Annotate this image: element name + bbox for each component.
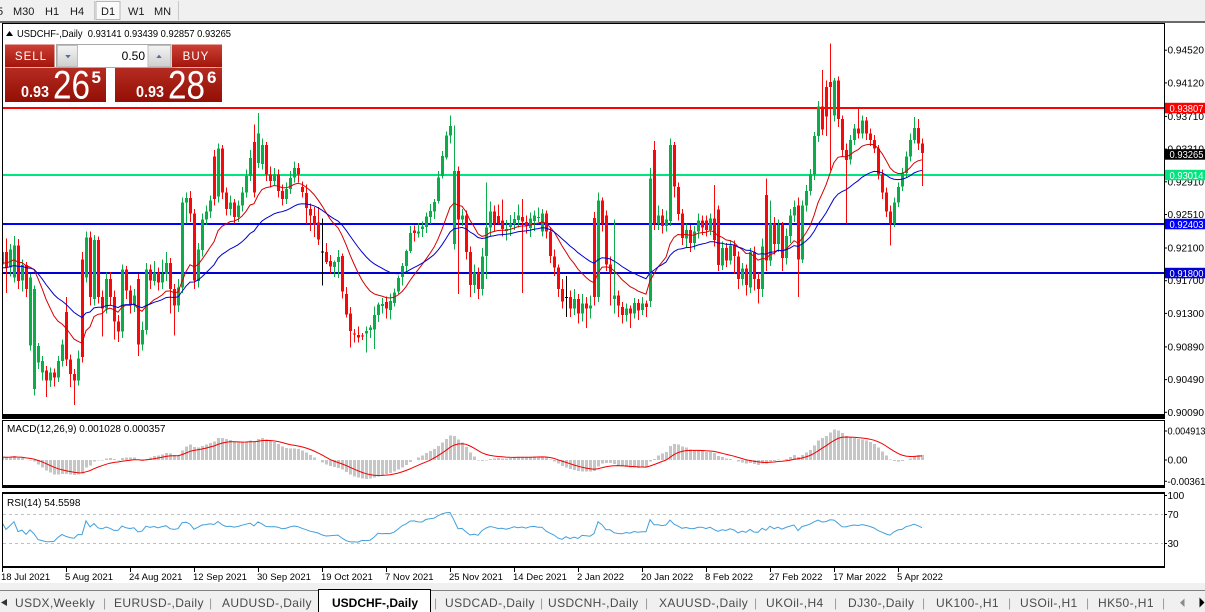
- svg-text:H1: H1: [45, 6, 59, 18]
- svg-text:W1: W1: [128, 6, 145, 18]
- svg-text:|: |: [834, 596, 837, 610]
- svg-text:|: |: [209, 596, 212, 610]
- svg-text:20 Jan 2022: 20 Jan 2022: [641, 572, 693, 583]
- svg-text:0.93710: 0.93710: [1168, 112, 1205, 123]
- svg-text:5 Aug 2021: 5 Aug 2021: [65, 572, 113, 583]
- svg-text:0.004913: 0.004913: [1168, 427, 1205, 438]
- svg-text:0.92403: 0.92403: [1170, 220, 1204, 231]
- svg-text:0.92510: 0.92510: [1168, 210, 1205, 221]
- svg-text:70: 70: [1168, 510, 1180, 521]
- svg-text:USDCHF-,Daily: USDCHF-,Daily: [332, 596, 418, 610]
- svg-text:|: |: [1086, 596, 1089, 610]
- svg-text:0.94520: 0.94520: [1168, 46, 1205, 57]
- svg-text:5 Apr 2022: 5 Apr 2022: [897, 572, 943, 583]
- svg-text:|: |: [922, 596, 925, 610]
- svg-text:|: |: [434, 596, 437, 610]
- svg-text:24 Aug 2021: 24 Aug 2021: [129, 572, 182, 583]
- svg-text:0.90090: 0.90090: [1168, 408, 1205, 419]
- svg-text:RSI(14) 54.5598: RSI(14) 54.5598: [7, 498, 81, 509]
- svg-text:6: 6: [207, 68, 216, 87]
- svg-text:H4: H4: [70, 6, 84, 18]
- svg-text:USOil-,H1: USOil-,H1: [1020, 596, 1078, 610]
- svg-text:0.50: 0.50: [122, 49, 146, 63]
- svg-text:25 Nov 2021: 25 Nov 2021: [449, 572, 503, 583]
- svg-text:|: |: [754, 596, 757, 610]
- svg-text:17 Mar 2022: 17 Mar 2022: [833, 572, 886, 583]
- svg-text:0.92100: 0.92100: [1168, 244, 1205, 255]
- svg-text:14 Dec 2021: 14 Dec 2021: [513, 572, 567, 583]
- svg-text:0.93: 0.93: [21, 84, 49, 101]
- svg-text:0.93807: 0.93807: [1170, 104, 1204, 115]
- svg-text:0.93265: 0.93265: [1170, 150, 1204, 161]
- svg-text:0.92910: 0.92910: [1168, 177, 1205, 188]
- svg-text:M30: M30: [13, 6, 34, 18]
- svg-text:|: |: [1008, 596, 1011, 610]
- svg-text:USDCHF-,Daily 0.93141 0.93439: USDCHF-,Daily 0.93141 0.93439 0.92857 0.…: [17, 28, 231, 40]
- svg-text:26: 26: [53, 64, 90, 108]
- svg-text:|: |: [645, 596, 648, 610]
- svg-text:MN: MN: [154, 6, 171, 18]
- svg-text:BUY: BUY: [183, 51, 210, 63]
- svg-text:12 Sep 2021: 12 Sep 2021: [193, 572, 247, 583]
- svg-text:8 Feb 2022: 8 Feb 2022: [705, 572, 753, 583]
- svg-text:5: 5: [92, 68, 101, 87]
- svg-text:30: 30: [1168, 539, 1180, 550]
- svg-text:0.94120: 0.94120: [1168, 78, 1205, 89]
- svg-text:|: |: [540, 596, 543, 610]
- svg-text:UK100-,H1: UK100-,H1: [936, 596, 999, 610]
- svg-text:0.00: 0.00: [1168, 456, 1188, 467]
- svg-text:USDCNH-,Daily: USDCNH-,Daily: [548, 596, 639, 610]
- svg-text:D1: D1: [101, 6, 115, 18]
- svg-text:30 Sep 2021: 30 Sep 2021: [257, 572, 311, 583]
- svg-text:MACD(12,26,9) 0.001028 0.00035: MACD(12,26,9) 0.001028 0.000357: [7, 424, 166, 435]
- svg-text:2 Jan 2022: 2 Jan 2022: [577, 572, 624, 583]
- svg-text:AUDUSD-,Daily: AUDUSD-,Daily: [222, 596, 312, 610]
- svg-text:5: 5: [0, 6, 3, 18]
- svg-text:0.90490: 0.90490: [1168, 375, 1205, 386]
- svg-text:XAUUSD-,Daily: XAUUSD-,Daily: [659, 596, 748, 610]
- svg-text:|: |: [1162, 596, 1165, 610]
- svg-text:UKOil-,H4: UKOil-,H4: [766, 596, 824, 610]
- svg-text:USDCAD-,Daily: USDCAD-,Daily: [445, 596, 535, 610]
- svg-text:DJ30-,Daily: DJ30-,Daily: [848, 596, 914, 610]
- svg-text:19 Oct 2021: 19 Oct 2021: [321, 572, 373, 583]
- svg-text:SELL: SELL: [15, 51, 47, 63]
- svg-text:0.91300: 0.91300: [1168, 309, 1205, 320]
- svg-text:18 Jul 2021: 18 Jul 2021: [1, 572, 50, 583]
- svg-text:100: 100: [1168, 491, 1185, 502]
- svg-text:-0.00361: -0.00361: [1168, 477, 1205, 488]
- svg-text:0.90890: 0.90890: [1168, 342, 1205, 353]
- svg-text:|: |: [103, 596, 106, 610]
- svg-text:0.93: 0.93: [136, 84, 164, 101]
- svg-text:USDX,Weekly: USDX,Weekly: [15, 596, 95, 610]
- svg-text:0.91800: 0.91800: [1170, 269, 1204, 280]
- svg-text:0.91700: 0.91700: [1168, 276, 1205, 287]
- svg-text:HK50-,H1: HK50-,H1: [1098, 596, 1154, 610]
- svg-text:0.93014: 0.93014: [1170, 171, 1204, 182]
- svg-text:28: 28: [168, 64, 205, 108]
- svg-text:27 Feb 2022: 27 Feb 2022: [769, 572, 822, 583]
- svg-text:EURUSD-,Daily: EURUSD-,Daily: [114, 596, 204, 610]
- svg-text:7 Nov 2021: 7 Nov 2021: [385, 572, 434, 583]
